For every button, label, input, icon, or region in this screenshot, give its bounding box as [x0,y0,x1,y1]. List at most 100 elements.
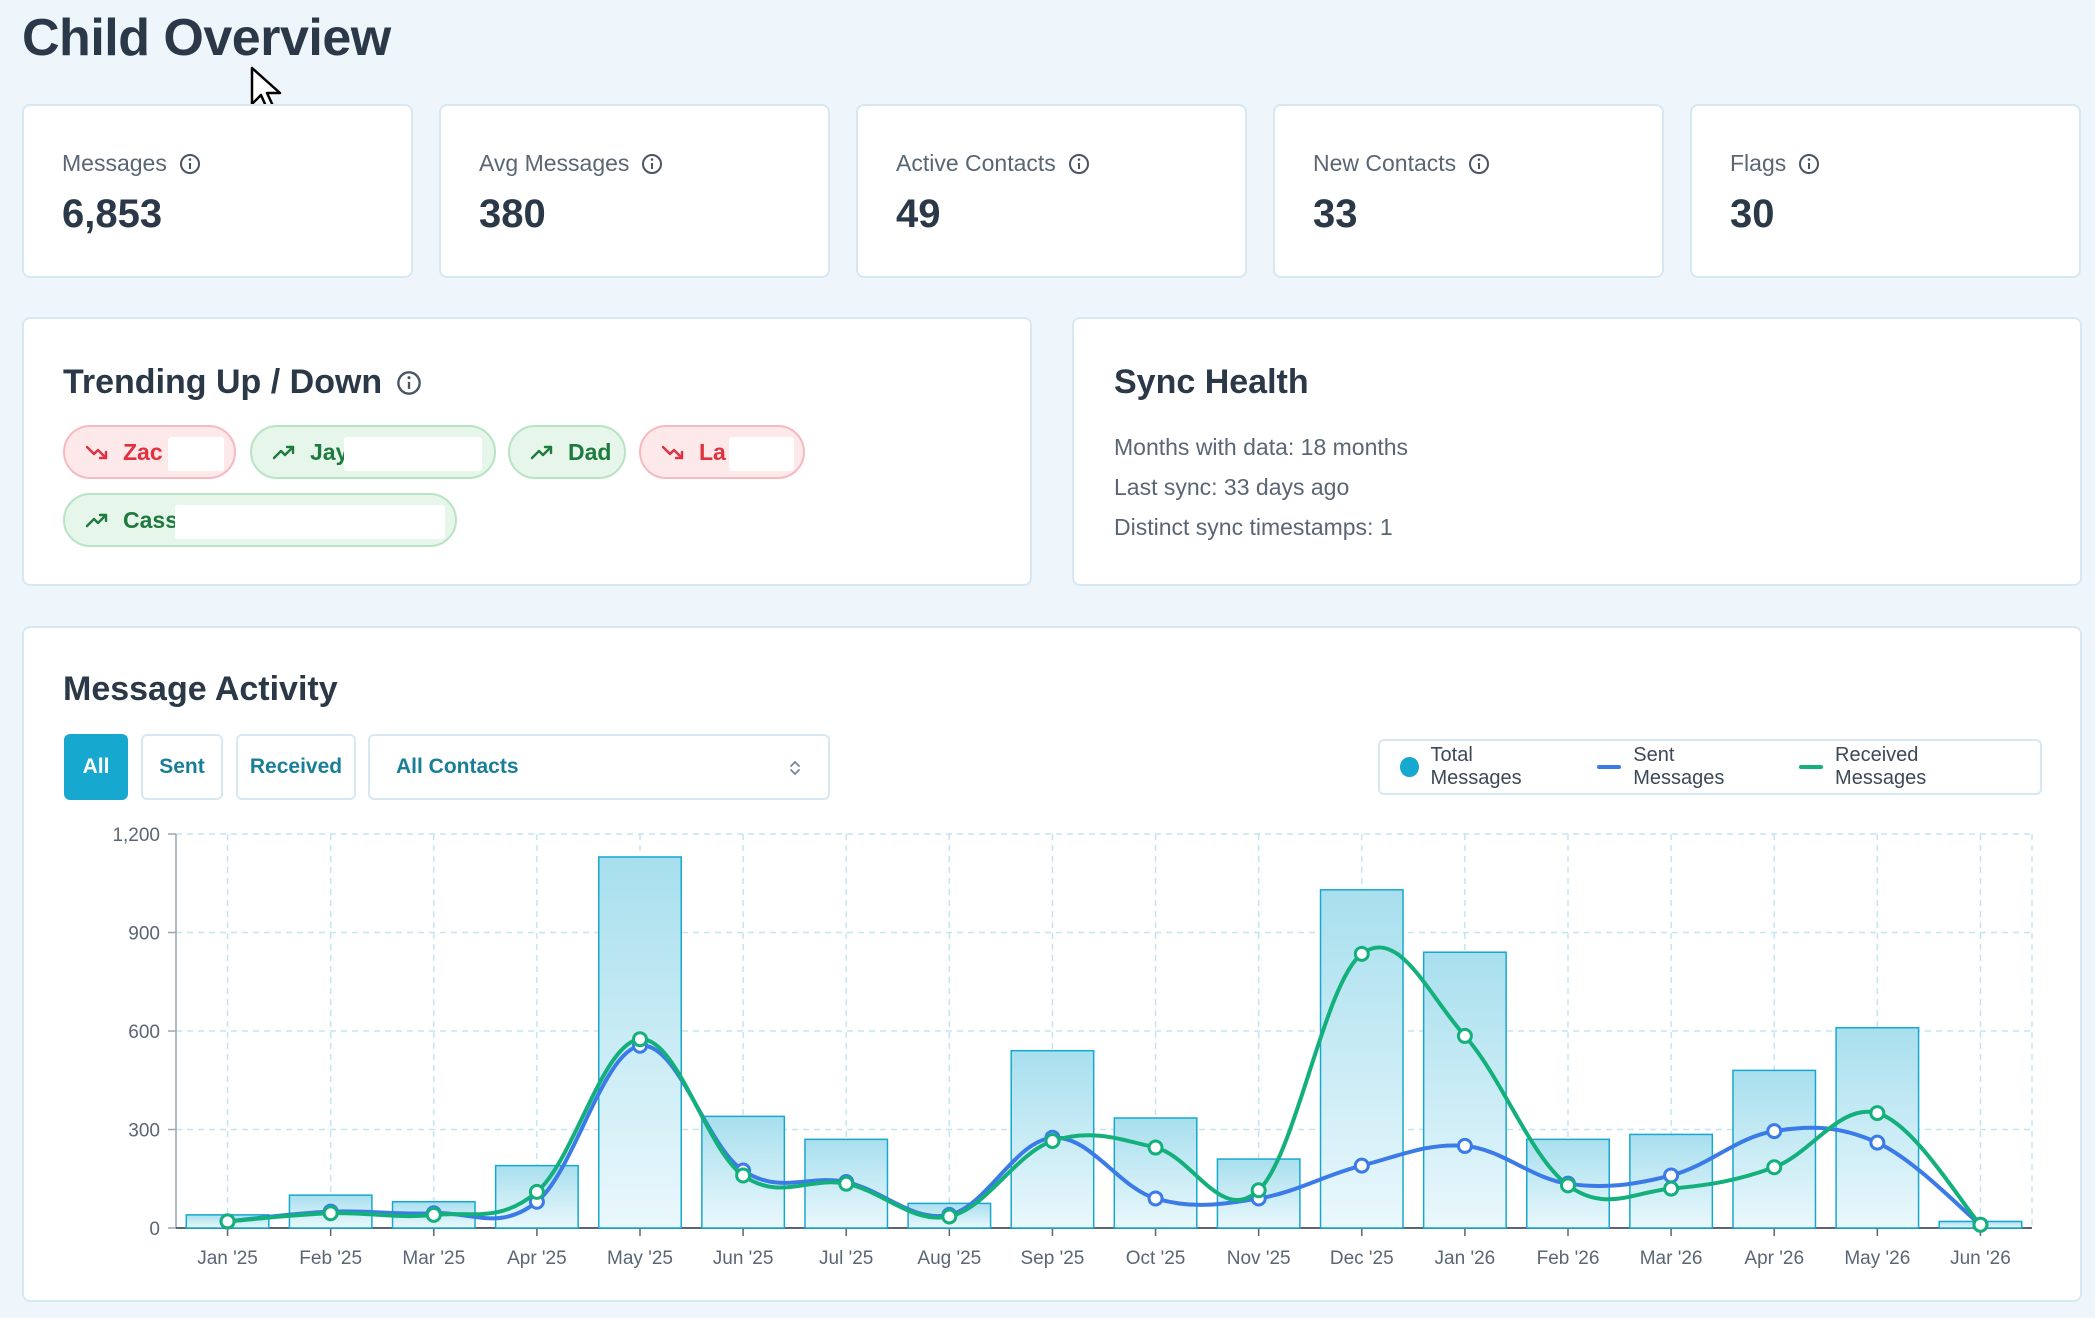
chip-label: Jay [310,438,349,465]
legend-label: Total Messages [1430,744,1522,789]
point-received-messages[interactable] [1560,1177,1576,1194]
point-received-messages[interactable] [425,1206,442,1223]
point-received-messages[interactable] [528,1183,545,1200]
sync-last-text: Last sync: 33 days ago [1114,474,1350,500]
x-tick-label: Jan '26 [1435,1248,1496,1269]
bar-total-messages[interactable] [1422,951,1507,1229]
trending-down-icon [661,445,684,460]
point-received-messages[interactable] [1766,1159,1783,1176]
trending-up-icon [85,513,108,528]
trending-up-icon [530,445,553,460]
point-sent-messages[interactable] [1869,1134,1886,1151]
point-received-messages[interactable] [941,1208,958,1225]
stat-value: 49 [896,192,941,236]
legend-received[interactable]: Received Messages [1798,744,2002,790]
trending-chip[interactable]: La [639,425,805,479]
stat-value: 30 [1730,192,1775,236]
trending-title: Trending Up / Down [63,363,383,401]
x-tick-label: Mar '25 [402,1248,465,1269]
point-received-messages[interactable] [219,1213,236,1230]
point-received-messages[interactable] [1869,1105,1886,1122]
point-received-messages[interactable] [838,1175,855,1192]
x-tick-label: Feb '25 [299,1248,362,1269]
trending-chip[interactable]: Zac [63,425,236,479]
point-received-messages[interactable] [1456,1027,1473,1044]
filter-all-button[interactable]: All [64,734,128,800]
bar-total-messages[interactable] [1319,889,1404,1229]
stat-label: Messages [62,150,167,176]
y-tick-label: 300 [128,1121,160,1142]
stat-card-flags: Flags 30 [1690,104,2081,278]
point-received-messages[interactable] [1972,1216,1989,1233]
info-icon[interactable] [396,370,422,396]
filter-received-button[interactable]: Received [236,734,356,800]
stat-card-active-contacts: Active Contacts 49 [856,104,1247,278]
info-icon[interactable] [179,153,201,175]
chip-label: Dad [568,438,612,465]
chevron-up-down-icon [790,760,800,776]
point-received-messages[interactable] [1147,1139,1164,1156]
x-tick-label: May '25 [607,1248,673,1269]
contact-select-value: All Contacts [396,755,519,778]
trending-chip[interactable]: Cass [63,493,457,547]
stat-value: 33 [1313,192,1358,236]
info-icon[interactable] [641,153,663,175]
x-tick-label: May '26 [1844,1248,1910,1269]
x-tick-label: Sep '25 [1021,1248,1085,1269]
stat-card-messages: Messages 6,853 [22,104,413,278]
point-sent-messages[interactable] [1766,1123,1783,1140]
trending-chip[interactable]: Dad [508,425,626,479]
legend-sent[interactable]: Sent Messages [1597,744,1761,790]
point-received-messages[interactable] [735,1167,752,1184]
chip-label: La [699,438,726,465]
chip-label: Zac [123,438,163,465]
point-sent-messages[interactable] [1663,1167,1680,1184]
sync-months-text: Months with data: 18 months [1114,434,1409,460]
stat-label: Avg Messages [479,150,630,176]
stat-card-new-contacts: New Contacts 33 [1273,104,1664,278]
redaction-box [344,437,482,471]
point-received-messages[interactable] [1663,1180,1680,1197]
x-tick-label: Nov '25 [1227,1248,1291,1269]
x-tick-label: Oct '25 [1126,1248,1186,1269]
bar-total-messages[interactable] [1113,1117,1198,1229]
sync-health-title: Sync Health [1114,363,1309,401]
y-tick-label: 900 [128,924,160,945]
x-tick-label: Jun '25 [713,1248,774,1269]
page-title: Child Overview [22,9,391,67]
trending-card: Trending Up / Down Zac Jay Dad La Cass [22,317,1032,586]
chip-label: Cass [123,506,178,533]
info-icon[interactable] [1468,153,1490,175]
x-tick-label: Mar '26 [1640,1248,1703,1269]
stat-label: New Contacts [1313,150,1457,176]
legend-dot-icon [1400,757,1419,777]
point-received-messages[interactable] [1353,945,1370,962]
x-tick-label: Dec '25 [1330,1248,1394,1269]
filter-sent-button[interactable]: Sent [141,734,223,800]
x-tick-label: Jan '25 [197,1248,258,1269]
legend-label: Received Messages [1835,744,1927,789]
chart-legend: Total Messages Sent Messages Received Me… [1378,739,2042,795]
trending-chip[interactable]: Jay [250,425,496,479]
bar-total-messages[interactable] [1835,1026,1920,1229]
point-received-messages[interactable] [1044,1132,1061,1149]
contact-select[interactable]: All Contacts [368,734,830,800]
sync-timestamps-text: Distinct sync timestamps: 1 [1114,514,1393,540]
y-tick-label: 1,200 [112,825,160,846]
point-sent-messages[interactable] [1353,1157,1370,1174]
stat-card-avg-messages: Avg Messages 380 [439,104,830,278]
info-icon[interactable] [1068,153,1090,175]
x-tick-label: Feb '26 [1537,1248,1600,1269]
point-sent-messages[interactable] [1147,1190,1164,1207]
point-sent-messages[interactable] [1456,1137,1473,1154]
point-received-messages[interactable] [1250,1182,1267,1199]
stat-label: Active Contacts [896,150,1056,176]
message-activity-card: Message Activity All Sent Received All C… [22,626,2082,1302]
x-tick-label: Jul '25 [819,1248,873,1269]
trending-up-icon [272,445,295,460]
point-received-messages[interactable] [632,1031,648,1048]
point-received-messages[interactable] [322,1205,339,1222]
legend-line-icon [1798,765,1824,769]
legend-total[interactable]: Total Messages [1400,744,1559,790]
info-icon[interactable] [1798,153,1820,175]
